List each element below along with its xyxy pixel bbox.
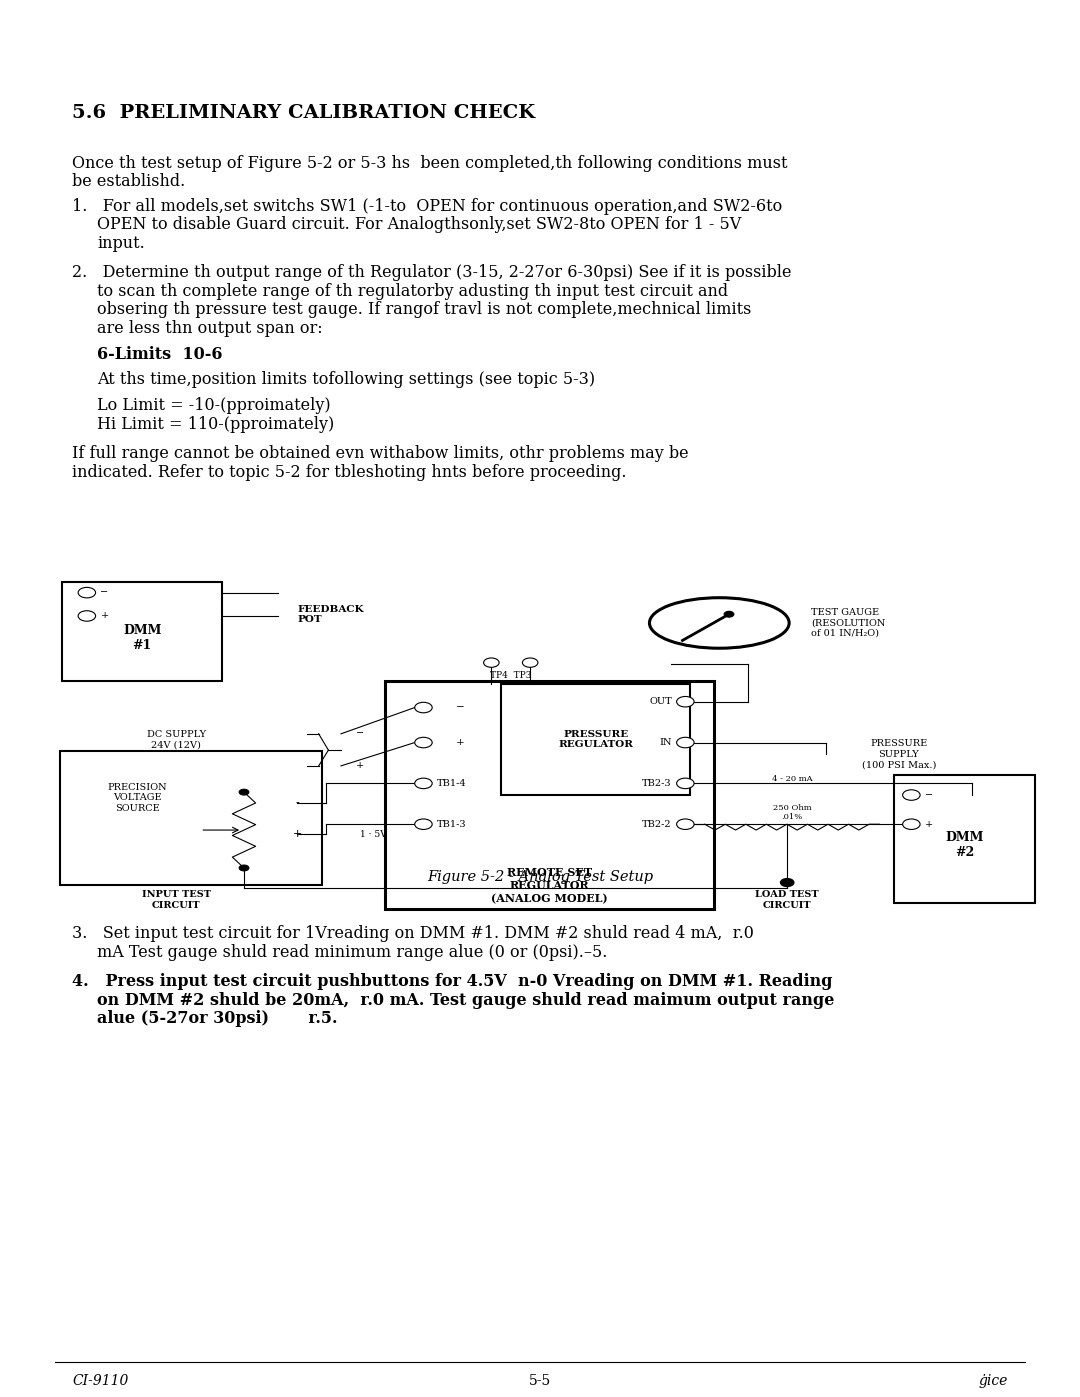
- Ellipse shape: [676, 738, 694, 747]
- Text: OUT: OUT: [649, 697, 672, 707]
- Text: obsering th pressure test gauge. If rangof travl is not complete,mechnical limit: obsering th pressure test gauge. If rang…: [97, 302, 752, 319]
- Text: 3.   Set input test circuit for 1Vreading on DMM #1. DMM #2 shuld read 4 mA,  r.: 3. Set input test circuit for 1Vreading …: [72, 925, 754, 942]
- Ellipse shape: [523, 658, 538, 668]
- Text: Figure 5-2 - Analog Test Setup: Figure 5-2 - Analog Test Setup: [427, 870, 653, 884]
- Ellipse shape: [725, 612, 733, 617]
- Text: 5.6  PRELIMINARY CALIBRATION CHECK: 5.6 PRELIMINARY CALIBRATION CHECK: [72, 103, 535, 122]
- Ellipse shape: [676, 778, 694, 789]
- Text: −: −: [100, 588, 109, 597]
- Ellipse shape: [903, 819, 920, 830]
- Text: OPEN to disable Guard circuit. For Analogthsonly,set SW2‑8to OPEN for 1 - 5V: OPEN to disable Guard circuit. For Analo…: [97, 217, 741, 233]
- Text: LOAD TEST
CIRCUIT: LOAD TEST CIRCUIT: [755, 890, 819, 909]
- Text: +: +: [924, 820, 933, 828]
- Bar: [62, 583, 221, 682]
- Ellipse shape: [903, 789, 920, 800]
- Text: REMOTE SET
REGULATOR
(ANALOG MODEL): REMOTE SET REGULATOR (ANALOG MODEL): [491, 868, 608, 904]
- Text: TB2-3: TB2-3: [643, 780, 672, 788]
- Ellipse shape: [239, 789, 248, 795]
- Text: +: +: [356, 761, 365, 770]
- Text: mA Test gauge shuld read minimum range alue (0 or (0psi).–5.: mA Test gauge shuld read minimum range a…: [97, 944, 607, 961]
- Text: to scan th complete range of th regulatorby adusting th input test circuit and: to scan th complete range of th regulato…: [97, 282, 728, 299]
- Text: 4 - 20 mA: 4 - 20 mA: [772, 775, 812, 784]
- Text: be establishd.: be establishd.: [72, 173, 186, 190]
- Text: TB2-2: TB2-2: [643, 820, 672, 828]
- Ellipse shape: [484, 658, 499, 668]
- Ellipse shape: [415, 778, 432, 789]
- Text: 1.   For all models,set switchs SW1 (‑1‑to  OPEN for continuous operation,and SW: 1. For all models,set switchs SW1 (‑1‑to…: [72, 197, 782, 215]
- Ellipse shape: [676, 697, 694, 707]
- Text: −: −: [924, 791, 933, 799]
- Text: +: +: [293, 830, 302, 840]
- Text: input.: input.: [97, 235, 145, 251]
- Text: −: −: [456, 703, 464, 712]
- Text: DMM
#2: DMM #2: [945, 831, 984, 859]
- Text: −: −: [356, 729, 364, 738]
- Text: 6‑Limits  10‑6: 6‑Limits 10‑6: [97, 345, 222, 363]
- Text: are less thn output span or:: are less thn output span or:: [97, 320, 323, 337]
- Bar: [59, 752, 322, 886]
- Text: CI-9110: CI-9110: [72, 1375, 129, 1389]
- Text: -: -: [296, 798, 299, 807]
- Bar: [384, 682, 715, 909]
- Text: PRECISION
VOLTAGE
SOURCE: PRECISION VOLTAGE SOURCE: [108, 784, 167, 813]
- Text: Hi Limit = 110‑(pproimately): Hi Limit = 110‑(pproimately): [97, 416, 334, 433]
- Text: +: +: [456, 738, 464, 747]
- Text: IN: IN: [659, 738, 672, 747]
- Text: indicated. Refer to topic 5‑2 for tbleshoting hnts before proceeding.: indicated. Refer to topic 5‑2 for tblesh…: [72, 464, 626, 481]
- Text: TB1-4: TB1-4: [437, 780, 467, 788]
- Text: +: +: [100, 612, 109, 620]
- Text: TB1-3: TB1-3: [437, 820, 467, 828]
- Text: 250 Ohm
.01%: 250 Ohm .01%: [772, 803, 811, 821]
- Text: 5-5: 5-5: [529, 1375, 551, 1389]
- Text: FEEDBACK
POT: FEEDBACK POT: [297, 605, 364, 624]
- Text: PRESSURE
SUPPLY
(100 PSI Max.): PRESSURE SUPPLY (100 PSI Max.): [862, 739, 936, 770]
- Ellipse shape: [415, 738, 432, 747]
- Ellipse shape: [239, 865, 248, 870]
- Ellipse shape: [415, 703, 432, 712]
- Text: 2.   Determine th output range of th Regulator (3‑15, 2‑27or 6‑30psi) See if it : 2. Determine th output range of th Regul…: [72, 264, 792, 281]
- Text: on DMM #2 shuld be 20mA,  r.0 mA. Test gauge shuld read maimum output range: on DMM #2 shuld be 20mA, r.0 mA. Test ga…: [97, 992, 835, 1009]
- Text: TP4  TP3: TP4 TP3: [490, 671, 531, 680]
- Text: 4.   Press input test circuit pushbuttons for 4.5V  n‑0 Vreading on DMM #1. Read: 4. Press input test circuit pushbuttons …: [72, 974, 833, 990]
- Text: PRESSURE
REGULATOR: PRESSURE REGULATOR: [558, 731, 634, 749]
- Ellipse shape: [78, 610, 96, 622]
- Text: alue (5‑27or 30psi)       r.5.: alue (5‑27or 30psi) r.5.: [97, 1010, 337, 1027]
- Text: At ths time,position limits tofollowing settings (see topic 5‑3): At ths time,position limits tofollowing …: [97, 372, 595, 388]
- Ellipse shape: [78, 587, 96, 598]
- Ellipse shape: [781, 879, 794, 887]
- Bar: [894, 774, 1035, 902]
- Text: Lo Limit = ‑10‑(pproimately): Lo Limit = ‑10‑(pproimately): [97, 397, 330, 415]
- Ellipse shape: [415, 819, 432, 830]
- Ellipse shape: [676, 819, 694, 830]
- Ellipse shape: [649, 598, 789, 648]
- Text: DC SUPPLY
24V (12V): DC SUPPLY 24V (12V): [147, 731, 205, 749]
- Text: If full range cannot be obtained evn withabow limits, othr problems may be: If full range cannot be obtained evn wit…: [72, 446, 689, 462]
- Bar: [501, 685, 690, 795]
- Text: INPUT TEST
CIRCUIT: INPUT TEST CIRCUIT: [141, 890, 211, 909]
- Text: DMM
#1: DMM #1: [123, 623, 161, 651]
- Text: 1 · 5V: 1 · 5V: [361, 830, 387, 838]
- Text: ġice: ġice: [978, 1375, 1008, 1389]
- Text: TEST GAUGE
(RESOLUTION
of 01 IN/H₂O): TEST GAUGE (RESOLUTION of 01 IN/H₂O): [811, 608, 886, 638]
- Text: Once th test setup of Figure 5‑2 or 5‑3 hs  been completed,th following conditio: Once th test setup of Figure 5‑2 or 5‑3 …: [72, 155, 787, 172]
